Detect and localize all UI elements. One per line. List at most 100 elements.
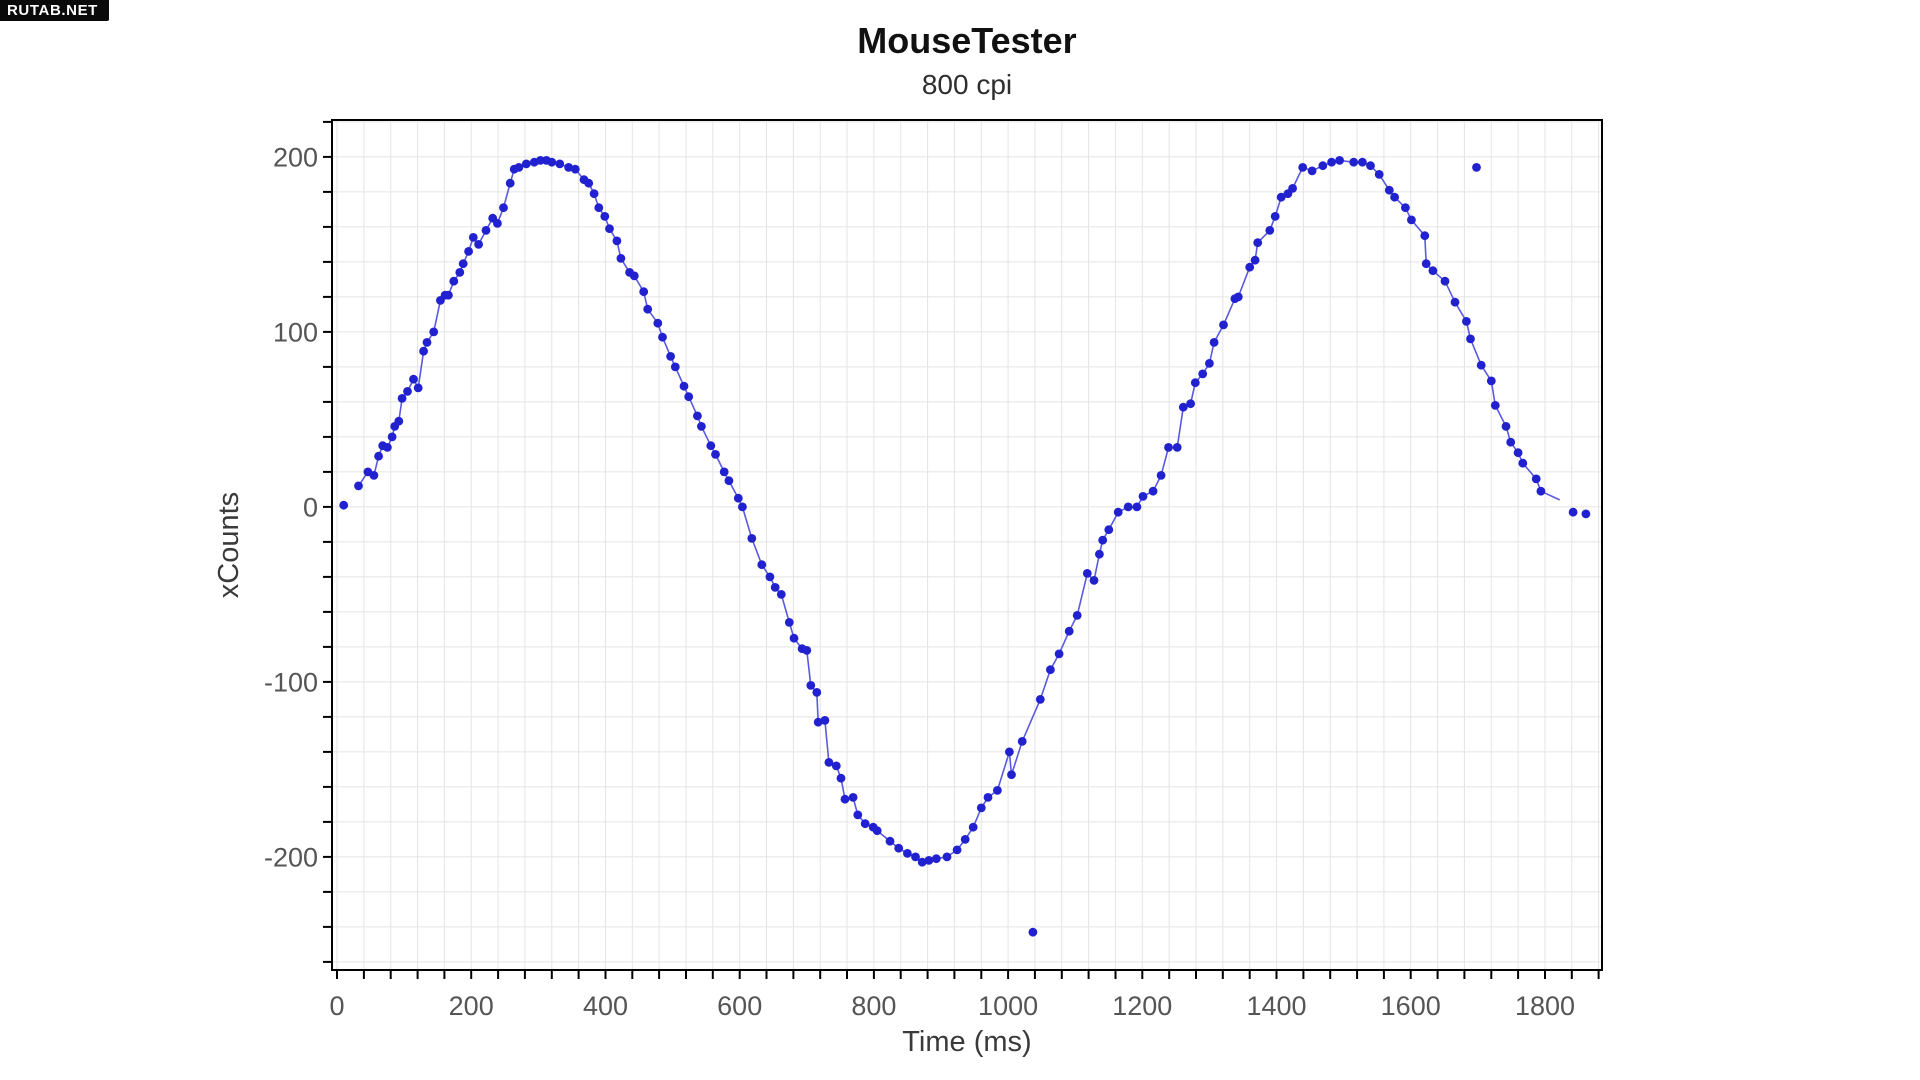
data-point (738, 502, 747, 512)
data-point (1253, 238, 1263, 248)
data-point (383, 443, 392, 452)
data-point (1335, 156, 1344, 165)
data-point (706, 441, 716, 451)
data-point (339, 500, 349, 510)
chart-subtitle: 800 cpi (922, 69, 1012, 100)
data-point (993, 786, 1002, 795)
data-point (394, 416, 404, 426)
data-point (1172, 443, 1182, 452)
data-point (911, 852, 920, 862)
data-point (1265, 226, 1275, 235)
data-point (1007, 770, 1016, 780)
chart-title: MouseTester (857, 20, 1076, 61)
data-point (776, 590, 786, 599)
data-point (387, 432, 397, 442)
data-point (409, 374, 418, 384)
data-point (853, 810, 863, 820)
data-point (1288, 184, 1297, 193)
data-point (666, 352, 675, 361)
data-point (1513, 448, 1523, 458)
data-point (514, 163, 524, 172)
data-point (812, 688, 822, 697)
data-point (719, 467, 729, 477)
data-point (564, 163, 573, 172)
data-point (1276, 192, 1286, 202)
grid-layer (332, 120, 1602, 970)
data-point (1536, 486, 1546, 496)
data-point (824, 758, 834, 767)
data-point (802, 646, 812, 655)
data-point (605, 224, 614, 234)
data-point (670, 362, 680, 372)
data-point (1190, 378, 1200, 388)
data-point (1349, 157, 1359, 167)
data-point (1132, 502, 1142, 512)
data-point (1440, 276, 1450, 286)
data-point (697, 422, 706, 431)
data-point (1407, 215, 1416, 225)
data-point (547, 157, 557, 167)
data-point (1327, 157, 1336, 167)
data-point (931, 854, 941, 864)
data-point (733, 493, 743, 503)
data-point (1490, 401, 1500, 410)
data-point (813, 717, 823, 727)
data-point (1450, 297, 1460, 307)
data-point (872, 826, 882, 836)
data-point (658, 332, 667, 342)
watermark-badge: RUTAB.NET (0, 0, 109, 21)
data-point (1046, 665, 1055, 675)
data-point (1318, 161, 1328, 171)
data-point (1005, 747, 1014, 757)
x-tick-label: 600 (717, 991, 762, 1021)
data-point (616, 254, 626, 263)
data-point (1358, 157, 1367, 167)
data-point (942, 852, 952, 862)
data-point (1164, 443, 1173, 452)
plot-border (331, 119, 1603, 971)
data-point (1205, 359, 1214, 368)
data-point (1472, 163, 1481, 172)
data-point (711, 450, 720, 459)
data-point (589, 189, 599, 199)
data-point (1501, 422, 1511, 431)
data-point (1476, 360, 1486, 370)
data-point (1401, 203, 1410, 213)
data-point (570, 164, 580, 174)
data-point (770, 583, 780, 592)
data-point (1250, 255, 1260, 265)
data-point (684, 392, 694, 402)
data-point (639, 287, 649, 297)
data-point (968, 822, 978, 832)
data-point (458, 259, 468, 269)
data-point (444, 290, 453, 300)
data-point (1245, 262, 1255, 272)
data-point (643, 304, 653, 314)
data-point (840, 794, 850, 804)
data-point (612, 236, 622, 246)
data-point (1581, 509, 1591, 519)
data-point (600, 212, 610, 221)
data-point (1307, 166, 1317, 176)
data-point (1089, 576, 1099, 585)
y-axis-title: xCounts (213, 492, 245, 598)
data-point (1233, 292, 1243, 302)
data-point (1138, 492, 1148, 501)
data-point (924, 856, 934, 865)
data-point (784, 618, 794, 627)
data-point (820, 716, 830, 725)
data-point (419, 346, 428, 356)
data-point (848, 793, 858, 802)
data-point (679, 381, 689, 391)
data-point (1123, 502, 1133, 512)
data-point (505, 178, 515, 188)
data-point (1486, 376, 1496, 386)
data-point (1113, 507, 1123, 517)
y-tick-label: 200 (273, 142, 318, 172)
x-tick-label: 0 (329, 991, 344, 1021)
y-tick-label: 0 (303, 492, 318, 522)
data-point (354, 481, 363, 491)
series-line (357, 159, 1561, 863)
series-layer (339, 156, 1591, 937)
